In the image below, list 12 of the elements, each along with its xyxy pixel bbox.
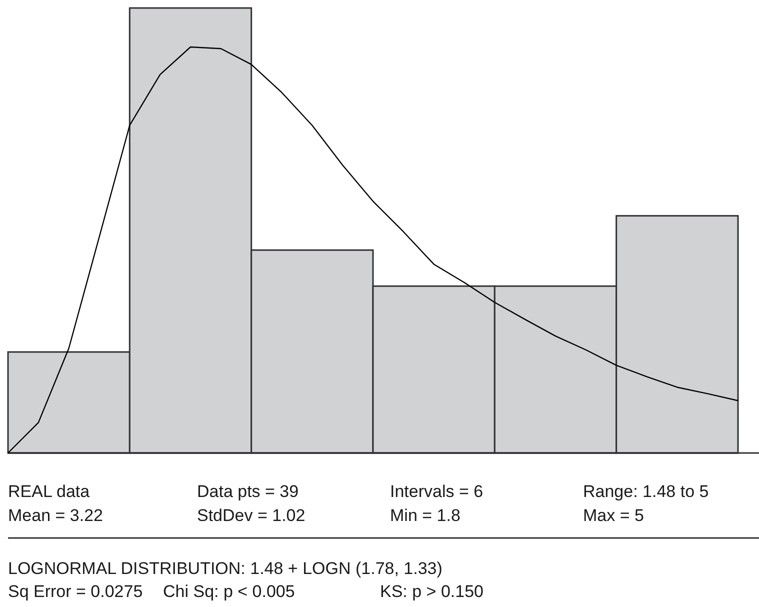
text: Intervals = 6 bbox=[390, 482, 484, 501]
text: StdDev = 1.02 bbox=[197, 506, 306, 525]
text: Min = 1.8 bbox=[390, 506, 460, 525]
text: KS: p > 0.150 bbox=[380, 582, 484, 601]
text: Range: 1.48 to 5 bbox=[583, 482, 709, 501]
text: Max = 5 bbox=[583, 506, 644, 525]
text: REAL data bbox=[8, 482, 90, 501]
text: LOGNORMAL DISTRIBUTION: 1.48 + LOGN (1.78, 1.33) bbox=[8, 559, 442, 578]
text: Sq Error = 0.0275 bbox=[8, 582, 143, 601]
text: Data pts = 39 bbox=[197, 482, 299, 501]
text: Chi Sq: p < 0.005 bbox=[163, 582, 295, 601]
text: Mean = 3.22 bbox=[8, 506, 103, 525]
